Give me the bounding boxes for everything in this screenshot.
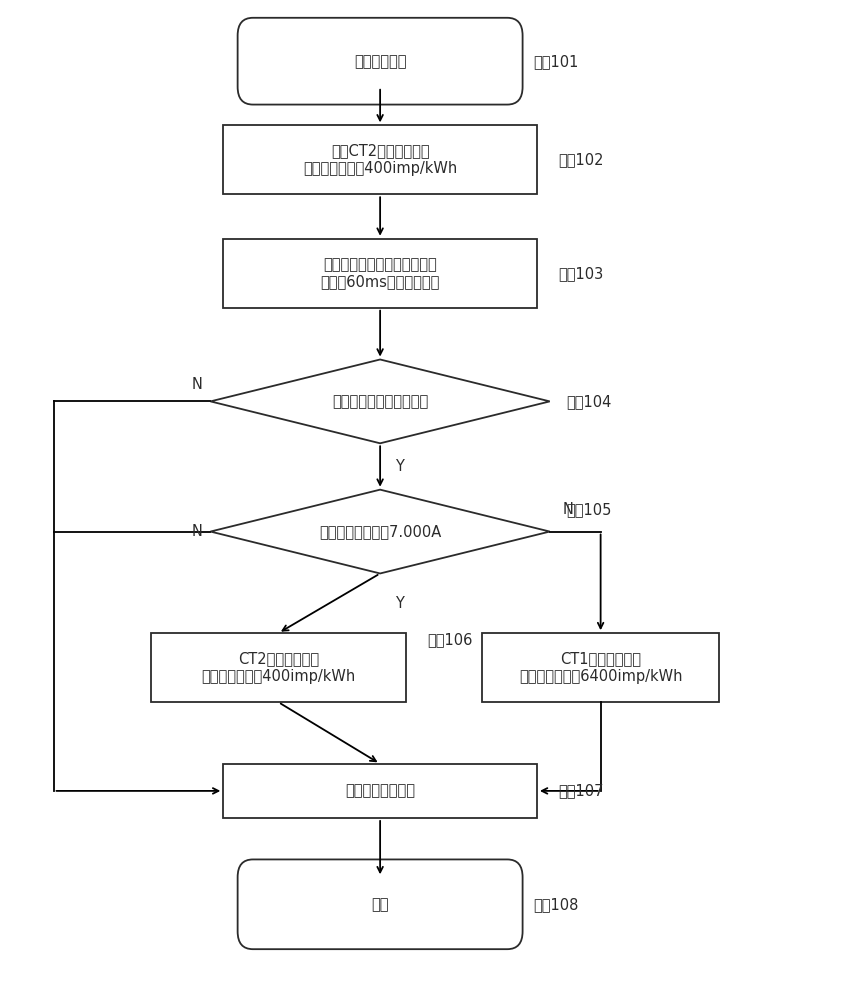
FancyBboxPatch shape <box>238 18 522 105</box>
Text: N: N <box>191 377 201 392</box>
Text: 判断电流是否大于7.000A: 判断电流是否大于7.000A <box>319 524 441 539</box>
Text: 判断是否接收到中断信号: 判断是否接收到中断信号 <box>331 394 428 409</box>
Polygon shape <box>210 490 549 573</box>
Text: 步骤102: 步骤102 <box>558 152 603 167</box>
FancyBboxPatch shape <box>238 859 522 949</box>
Text: 步骤107: 步骤107 <box>558 783 603 798</box>
Text: 步骤106: 步骤106 <box>426 633 472 648</box>
Bar <box>223 764 536 818</box>
Text: 步骤105: 步骤105 <box>566 502 611 517</box>
Text: 处理其他程序流程: 处理其他程序流程 <box>344 783 415 798</box>
Text: 配置计量芯片初始参数电流通
道采样60ms一个中断信号: 配置计量芯片初始参数电流通 道采样60ms一个中断信号 <box>320 257 439 289</box>
Text: N: N <box>191 524 201 539</box>
Bar <box>151 633 405 702</box>
Text: CT2做为采样元件
脉冲常数设置为400imp/kWh: CT2做为采样元件 脉冲常数设置为400imp/kWh <box>201 651 355 684</box>
Text: 结束: 结束 <box>371 897 388 912</box>
Text: 步骤101: 步骤101 <box>532 54 578 69</box>
Text: 实时测量开始: 实时测量开始 <box>354 54 406 69</box>
Text: 步骤103: 步骤103 <box>558 266 603 281</box>
Text: 默认CT2做为采样元件
脉冲常数设置为400imp/kWh: 默认CT2做为采样元件 脉冲常数设置为400imp/kWh <box>302 144 456 176</box>
Text: CT1做为采样元件
脉冲常数设置为6400imp/kWh: CT1做为采样元件 脉冲常数设置为6400imp/kWh <box>518 651 682 684</box>
Bar <box>223 239 536 308</box>
Text: Y: Y <box>395 459 404 474</box>
Text: 步骤104: 步骤104 <box>566 394 611 409</box>
Text: Y: Y <box>395 596 404 611</box>
Text: N: N <box>562 502 573 517</box>
Text: 步骤108: 步骤108 <box>532 897 578 912</box>
Bar <box>223 125 536 194</box>
Polygon shape <box>210 359 549 443</box>
Bar <box>481 633 719 702</box>
